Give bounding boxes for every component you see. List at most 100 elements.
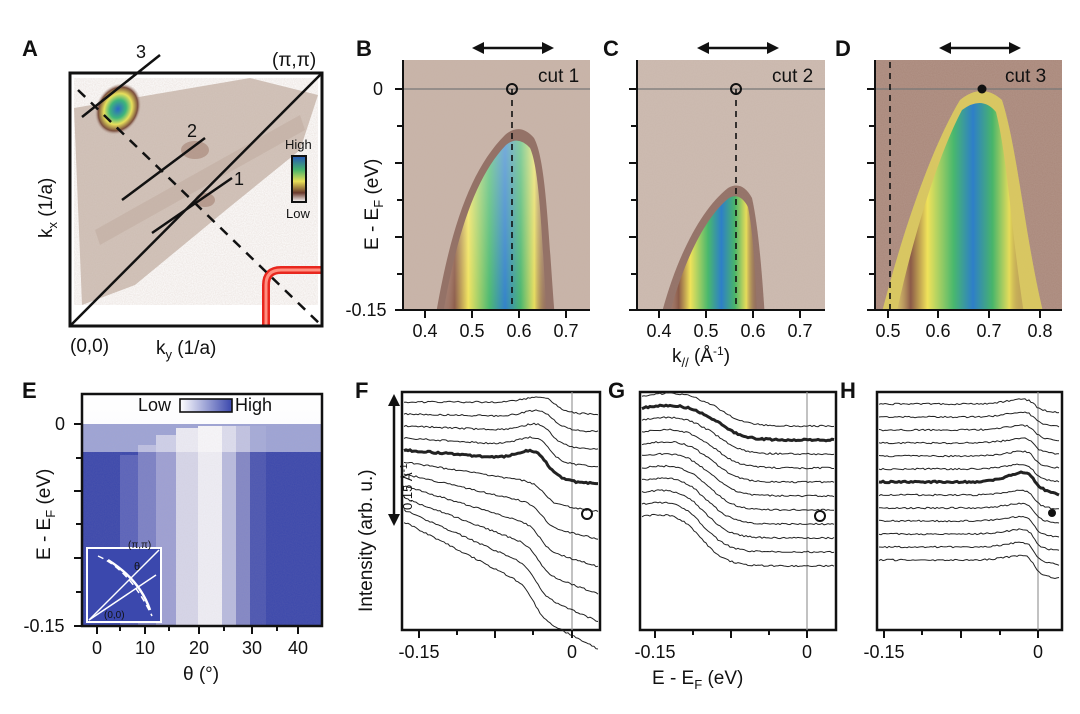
bcd-xlabel: k// (Å-1) xyxy=(672,344,730,370)
e-ytick-zero: 0 xyxy=(55,414,65,434)
edc-curve xyxy=(403,422,599,450)
e-xtick: 0 xyxy=(92,638,102,658)
edc-curve-highlighted xyxy=(641,403,835,443)
edc-curve xyxy=(878,554,1060,580)
panel-letter-e: E xyxy=(22,378,37,403)
panel-letter-c: C xyxy=(603,36,619,61)
e-xtick: 20 xyxy=(189,638,209,658)
panel-g-frame xyxy=(638,390,838,632)
edc-curves xyxy=(641,392,835,568)
xtick: 0.7 xyxy=(787,321,812,341)
inset-corner-bottom: (0,0) xyxy=(104,610,125,621)
panel-bcd-y-axis: 0 -0.15 E - EF (eV) xyxy=(345,79,875,320)
xtick: 0.8 xyxy=(1027,321,1052,341)
edc-curve xyxy=(403,522,599,650)
panel-a: A 3 2 1 (π,π) (0,0) High Low ky (1/a) kx… xyxy=(22,36,324,362)
e-xtick: 40 xyxy=(288,638,308,658)
panel-c-xticks: 0.4 0.5 0.6 0.7 xyxy=(646,321,812,341)
nodal-line xyxy=(77,89,323,327)
panel-bcd-x-axis xyxy=(424,310,1041,318)
e-ytick-min: -0.15 xyxy=(23,616,64,636)
corner-origin: (0,0) xyxy=(70,336,109,357)
edc-curve xyxy=(878,489,1059,510)
edc-curve xyxy=(878,528,1060,551)
double-arrow xyxy=(939,42,1021,54)
panel-h-frame xyxy=(875,390,1064,632)
edc-curves xyxy=(403,396,599,650)
edc-curve xyxy=(878,515,1060,538)
panel-letter-b: B xyxy=(356,36,372,61)
filled-circle-marker xyxy=(1048,509,1056,517)
cut-line-3 xyxy=(81,54,161,118)
edc-curves xyxy=(878,398,1060,580)
panel-letter-h: H xyxy=(840,378,856,403)
g-xtick: 0 xyxy=(802,642,812,662)
xtick: 0.7 xyxy=(976,321,1001,341)
edc-curve xyxy=(403,485,599,568)
bcd-ylabel: E - EF (eV) xyxy=(362,159,386,250)
edc-curve-highlighted xyxy=(403,448,598,486)
filled-circle-marker xyxy=(977,84,987,94)
panel-e-inset: (π,π) (0,0) θ xyxy=(86,540,162,623)
edc-curve xyxy=(641,464,834,512)
panel-f-frame xyxy=(400,390,602,632)
panel-a-frame xyxy=(68,71,324,328)
cut-line-2 xyxy=(121,136,206,202)
cut-label: cut 1 xyxy=(538,66,579,87)
panel-letter-f: F xyxy=(355,378,368,403)
edc-curve xyxy=(878,398,1060,414)
zone-diagonal xyxy=(69,72,323,327)
corner-pi-pi: (π,π) xyxy=(272,50,316,71)
e-xlabel: θ (°) xyxy=(183,664,219,685)
edc-curve xyxy=(403,461,599,512)
panel-b: B cut 1 xyxy=(356,36,590,311)
edc-curve xyxy=(879,502,1060,524)
e-ylabel: E - EF (eV) xyxy=(34,469,58,560)
inset-theta: θ xyxy=(134,561,140,573)
edc-curve xyxy=(641,513,835,568)
band-dispersion xyxy=(897,103,1024,310)
inset-corner-top: (π,π) xyxy=(128,540,151,551)
legend-gradient xyxy=(179,398,233,413)
panel-a-xlabel: ky (1/a) xyxy=(156,338,216,362)
xtick: 0.5 xyxy=(875,321,900,341)
xtick: 0.5 xyxy=(459,321,484,341)
legend-high: High xyxy=(235,395,272,415)
panel-a-ylabel: kx (1/a) xyxy=(36,178,60,238)
edc-curve xyxy=(641,477,835,526)
edc-curve xyxy=(403,436,599,468)
panel-f: F 0.15 Å-1 -0.15 0 xyxy=(355,378,602,662)
cut-label-1: 1 xyxy=(234,169,244,189)
panel-d-xticks: 0.5 0.6 0.7 0.8 xyxy=(875,321,1052,341)
double-arrow xyxy=(472,42,554,54)
xtick: 0.7 xyxy=(553,321,578,341)
panel-letter-g: G xyxy=(608,378,625,403)
cut-label-2: 2 xyxy=(187,121,197,141)
edc-curve xyxy=(403,396,599,416)
panel-c: C cut 2 xyxy=(603,36,825,311)
g-xtick: -0.15 xyxy=(634,642,675,662)
cut-label: cut 2 xyxy=(772,66,813,87)
edc-curve xyxy=(641,428,834,470)
edc-curve xyxy=(641,452,835,498)
open-circle-marker xyxy=(506,83,518,95)
colorbar-high: High xyxy=(285,137,312,152)
open-circle-marker xyxy=(814,510,826,522)
panel-b-xticks: 0.4 0.5 0.6 0.7 xyxy=(412,321,578,341)
legend-low: Low xyxy=(138,395,172,415)
edc-curve xyxy=(403,509,599,622)
panel-e: E Low High (π,π) (0,0) θ xyxy=(22,378,324,685)
f-xtick: 0 xyxy=(567,642,577,662)
xtick: 0.5 xyxy=(693,321,718,341)
open-circle-marker xyxy=(730,83,742,95)
xtick: 0.6 xyxy=(740,321,765,341)
panel-e-frame xyxy=(80,392,324,628)
xtick: 0.4 xyxy=(646,321,671,341)
edc-curve xyxy=(878,541,1060,566)
colorbar xyxy=(291,155,307,203)
e-xtick: 10 xyxy=(135,638,155,658)
fermi-surface-map xyxy=(74,78,322,326)
edc-curve xyxy=(641,392,835,428)
panel-letter-a: A xyxy=(22,36,38,61)
cut-label: cut 3 xyxy=(1005,66,1046,87)
